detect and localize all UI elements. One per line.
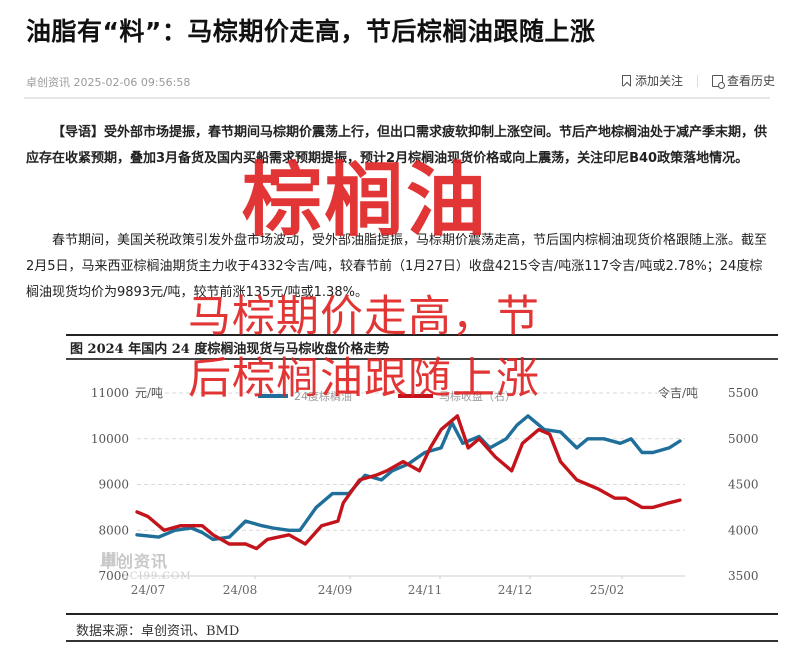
svg-text:3500: 3500 (728, 569, 759, 583)
svg-text:24/07: 24/07 (131, 583, 166, 597)
svg-text:9000: 9000 (98, 478, 129, 492)
bookmark-icon (621, 75, 631, 86)
svg-text:24/08: 24/08 (223, 583, 258, 597)
lead-text: 受外部市场提振，春节期间马棕期价震荡上行，但出口需求疲软抑制上涨空间。节后产地棕… (26, 125, 768, 166)
svg-text:10000: 10000 (91, 432, 129, 446)
svg-text:5000: 5000 (728, 432, 759, 446)
figure-title: 图 2024 年国内 24 度棕榈油现货与马棕收盘价格走势 (70, 342, 390, 357)
watermark-sub: SCI99.COM (122, 571, 192, 582)
watermark: 卓创资讯 (100, 552, 169, 571)
figure-title-rule (66, 358, 778, 360)
article-source-time: 卓创资讯 2025-02-06 09:56:58 (26, 76, 191, 89)
svg-text:11000: 11000 (91, 386, 129, 400)
svg-text:4500: 4500 (728, 478, 759, 492)
add-follow-button[interactable]: 添加关注 (621, 72, 683, 89)
svg-text:马棕收盘（右）: 马棕收盘（右） (439, 389, 516, 403)
svg-text:24度棕榈油: 24度棕榈油 (294, 389, 352, 403)
svg-text:8000: 8000 (98, 523, 129, 537)
svg-text:7000: 7000 (98, 569, 129, 583)
svg-text:24/11: 24/11 (408, 583, 443, 597)
figure-source: 数据来源：卓创资讯、BMD (76, 624, 240, 639)
source-top-rule (66, 613, 778, 615)
svg-text:24/09: 24/09 (318, 583, 353, 597)
body-paragraph: 春节期间，美国关税政策引发外盘市场波动，受外部油脂提振，马棕期价震荡走高，节后国… (26, 233, 768, 300)
article-actions: 添加关注 查看历史 (621, 72, 775, 89)
figure-top-rule (66, 334, 778, 336)
view-history-button[interactable]: 查看历史 (711, 72, 775, 89)
view-history-label: 查看历史 (726, 74, 775, 88)
svg-text:4000: 4000 (728, 523, 759, 537)
chart-canvas: 7000 8000 9000 10000 11000 3500 4000 4500 5000 55… (91, 385, 759, 597)
action-divider (696, 74, 698, 87)
watermark-logo-icon (102, 552, 118, 566)
header-divider (24, 97, 770, 99)
article-title: 油脂有“料”：马棕期价走高，节后棕榈油跟随上涨 (26, 17, 596, 46)
price-trend-chart: 7000 8000 9000 10000 11000 3500 4000 4500 5000 55… (66, 362, 778, 612)
svg-text:24/12: 24/12 (498, 583, 533, 597)
svg-text:令吉/吨: 令吉/吨 (658, 385, 698, 400)
svg-text:5500: 5500 (728, 386, 759, 400)
svg-text:元/吨: 元/吨 (135, 386, 163, 400)
svg-text:25/02: 25/02 (590, 583, 625, 597)
lead-paragraph: 【导语】受外部市场提振，春节期间马棕期价震荡上行，但出口需求疲软抑制上涨空间。节… (26, 120, 771, 172)
add-follow-label: 添加关注 (634, 74, 683, 88)
lead-label: 【导语】 (52, 125, 105, 140)
history-icon (711, 74, 725, 89)
source-bottom-rule (66, 640, 778, 642)
